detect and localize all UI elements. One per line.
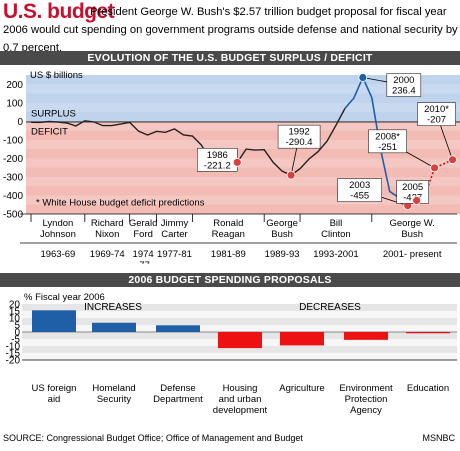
y-tick-label: -300 [3, 172, 23, 183]
y-tick-label: 200 [6, 80, 23, 91]
y-tick-label: -5 [11, 335, 20, 346]
grid-stripe [26, 93, 460, 103]
chart1-title: EVOLUTION OF THE U.S. BUDGET SURPLUS / D… [0, 51, 460, 65]
credit: MSNBC [422, 433, 455, 443]
president-years: 1974-77 [133, 249, 154, 264]
y-tick-label: 5 [14, 321, 20, 332]
y-tick-label: -200 [3, 154, 23, 165]
y-axis-label: % Fiscal year 2006 [24, 292, 105, 303]
president-name: Bill Clinton [321, 218, 351, 240]
annotation-marker [412, 196, 422, 205]
grid-stripe [26, 130, 460, 140]
grid-stripe [26, 112, 460, 122]
y-tick-label: -15 [6, 349, 21, 360]
annotation-box [396, 180, 429, 204]
annotation-box [368, 129, 407, 154]
category-label: Education [407, 383, 449, 394]
annotation-box [277, 124, 321, 149]
bar [280, 332, 324, 346]
annotation-marker [448, 155, 457, 165]
annotation-box [337, 178, 382, 202]
president-name: Ronald Reagan [212, 218, 245, 240]
bar [92, 322, 136, 332]
source-note: SOURCE: Congressional Budget Office; Off… [3, 433, 303, 443]
annotation-marker [430, 163, 439, 173]
president-name: George W. Bush [389, 218, 434, 240]
y-tick-label: -20 [6, 356, 21, 367]
annotation-marker [358, 73, 368, 82]
subtitle: President George W. Bush's $2.57 trillio… [3, 6, 458, 54]
y-tick-label: 20 [9, 300, 21, 311]
y-tick-label: 0 [17, 117, 23, 128]
grid-stripe [26, 204, 460, 214]
y-tick-label: -10 [6, 342, 21, 353]
annotation-label: 1992 -290.4 [286, 127, 313, 149]
annotation-label: 2008* -251 [375, 131, 400, 153]
surplus-label: SURPLUS [31, 108, 76, 119]
annotation-label: 2010* -207 [424, 104, 449, 126]
president-name: Gerald Ford [129, 218, 158, 240]
president-years: 1981-89 [211, 249, 246, 260]
grid-stripe [22, 346, 457, 353]
president-years: 1969-74 [90, 249, 125, 260]
president-years: 1963-69 [40, 249, 75, 260]
grid-stripe [22, 304, 457, 311]
bar [406, 332, 450, 334]
y-tick-label: 15 [9, 307, 21, 318]
president-years: 1993-2001 [313, 249, 358, 260]
zero-line [26, 121, 460, 123]
grid-stripe [26, 167, 460, 177]
category-label: Defense Department [153, 383, 203, 405]
bar [32, 310, 76, 332]
grid-stripe [22, 311, 457, 318]
annotation-label: 2000 236.4 [392, 75, 416, 97]
y-tick-label: 100 [6, 98, 23, 109]
annotation-label: 1986 -221.2 [204, 150, 231, 172]
annotation-label: 2005 -427 [402, 182, 423, 204]
grid-stripe [26, 186, 460, 196]
y-tick-label: -400 [3, 191, 23, 202]
category-label: Homeland Security [92, 383, 135, 405]
annotation-box [386, 73, 422, 97]
y-axis-label: US $ billions [30, 70, 83, 81]
y-tick-label: 10 [9, 314, 21, 325]
chart2-title: 2006 BUDGET SPENDING PROPOSALS [0, 273, 460, 287]
deficit-label: DEFICIT [31, 126, 68, 137]
bar [344, 332, 388, 340]
y-tick-label: 0 [14, 328, 20, 339]
bar [156, 325, 200, 332]
annotation-marker [232, 157, 242, 167]
category-label: Housing and urban development [213, 383, 268, 416]
grid-stripe [26, 75, 460, 85]
deficit-line-chart: 200 100 0 -100 -200 -300 -400 -500 US $ billions… [3, 70, 460, 264]
president-years: 1977-81 [157, 249, 192, 260]
bar [218, 332, 262, 349]
y-tick-label: -100 [3, 135, 23, 146]
category-label: Agriculture [279, 383, 324, 394]
president-years: 1989-93 [265, 249, 300, 260]
president-name: Jimmy Carter [161, 218, 189, 240]
prediction-note: * White House budget deficit predictions [36, 198, 205, 209]
grid-stripe [22, 318, 457, 325]
page-title: U.S. budget [3, 0, 115, 23]
annotation-marker [286, 170, 296, 180]
grid-stripe [22, 325, 457, 332]
president-name: George Bush [266, 218, 298, 240]
category-label: US foreign aid [32, 383, 77, 405]
grid-stripe [22, 353, 457, 360]
annotation-label: 2003 -455 [349, 180, 370, 202]
president-name: Richard Nixon [91, 218, 124, 240]
increases-label: INCREASES [84, 302, 142, 313]
annotation-box [417, 102, 456, 126]
decreases-label: DECREASES [299, 302, 361, 313]
president-years: 2001- present [383, 249, 442, 260]
category-label: Environment Protection Agency [339, 383, 393, 416]
president-name: Lyndon Johnson [40, 218, 76, 240]
subtitle-wrap: President George W. Bush's $2.57 trillio… [3, 2, 458, 56]
y-tick-label: -500 [3, 210, 23, 221]
